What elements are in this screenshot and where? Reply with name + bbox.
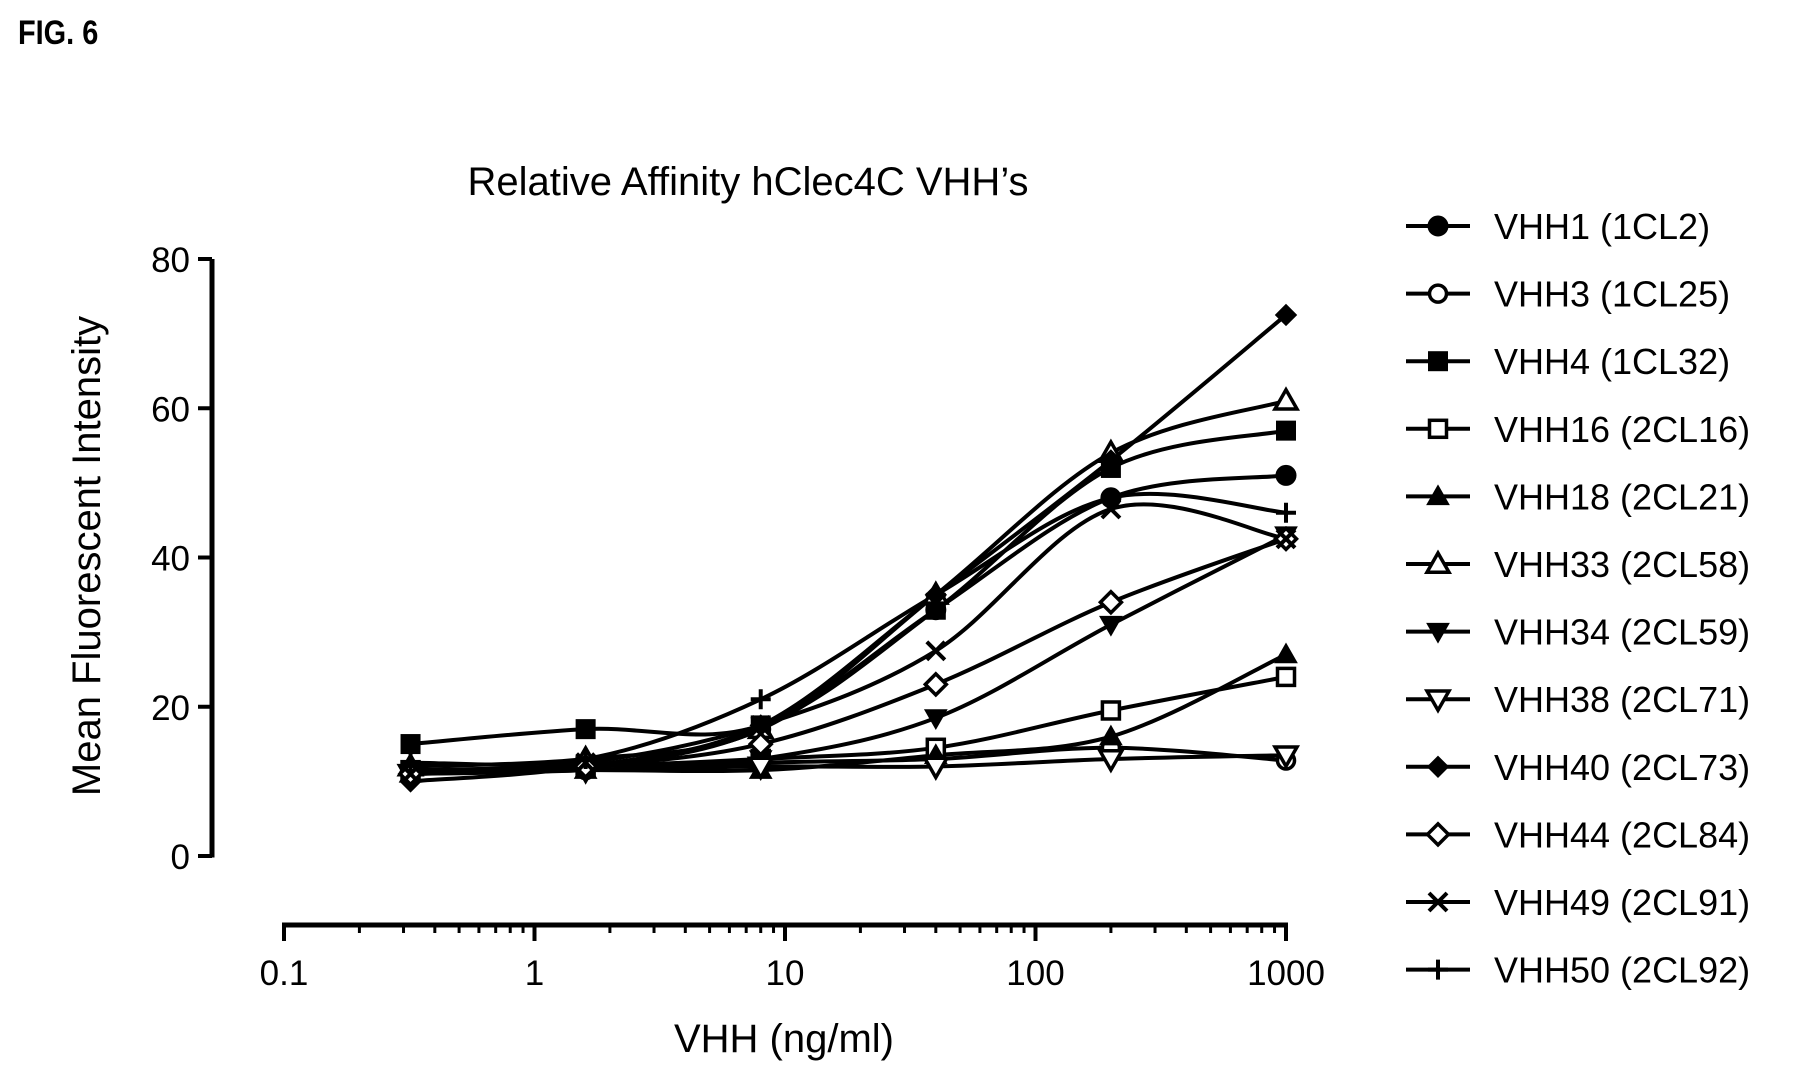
data-point [750, 714, 772, 736]
data-point [750, 689, 771, 710]
legend-marker [1426, 484, 1450, 506]
data-point [1276, 502, 1296, 523]
legend-marker [1423, 689, 1453, 714]
data-point [1099, 724, 1123, 746]
data-point [1271, 386, 1301, 411]
data-point [1100, 498, 1122, 520]
data-point [923, 709, 948, 730]
legend-marker [1427, 283, 1449, 304]
legend-item: VHH16 (2CL16) [1406, 409, 1750, 450]
y-tick-label: 60 [151, 390, 190, 429]
data-point [1096, 748, 1125, 774]
legend-marker [1428, 959, 1448, 980]
series-line [410, 533, 1287, 776]
data-point [400, 752, 421, 773]
legend-label: VHH40 (2CL73) [1494, 747, 1750, 788]
x-axis-label: VHH (ng/ml) [674, 1017, 894, 1061]
legend-item: VHH50 (2CL92) [1406, 950, 1750, 991]
legend-label: VHH44 (2CL84) [1494, 814, 1750, 855]
y-tick-label: 40 [151, 540, 190, 579]
data-point [1097, 589, 1124, 616]
legend-marker [1426, 622, 1450, 644]
data-point [1271, 745, 1301, 770]
series-line [410, 313, 1288, 784]
data-point [1275, 528, 1297, 550]
data-point [1099, 449, 1123, 472]
legend-item: VHH34 (2CL59) [1406, 612, 1750, 653]
plot-area [396, 303, 1301, 793]
legend-item: VHH38 (2CL71) [1406, 679, 1750, 720]
data-point [1275, 666, 1297, 688]
y-tick-label: 20 [151, 689, 190, 728]
data-point [400, 734, 421, 755]
data-point [1276, 420, 1296, 441]
y-tick-label: 0 [171, 838, 190, 877]
legend-label: VHH4 (1CL32) [1494, 341, 1730, 382]
x-tick-label: 10 [766, 954, 805, 993]
legend-marker [1428, 351, 1448, 372]
data-point [925, 584, 946, 605]
x-tick-label: 1 [525, 954, 544, 993]
y-tick-label: 80 [151, 241, 190, 280]
legend-label: VHH33 (2CL58) [1494, 544, 1750, 585]
data-point [1274, 303, 1298, 327]
series-line [410, 536, 1287, 776]
figure-label: FIG. 6 [18, 14, 99, 52]
legend-item: VHH18 (2CL21) [1406, 476, 1750, 517]
axes: 0 20 40 60 80 0.1 1 10 100 1000 [151, 241, 1325, 993]
legend-marker [1427, 891, 1449, 913]
series-line [410, 473, 1287, 773]
series-line [410, 502, 1287, 776]
legend-item: VHH40 (2CL73) [1406, 747, 1750, 788]
legend-label: VHH38 (2CL71) [1494, 679, 1750, 720]
legend-item: VHH49 (2CL91) [1406, 882, 1750, 923]
legend-label: VHH34 (2CL59) [1494, 612, 1750, 653]
x-tick-label: 0.1 [260, 954, 309, 993]
data-point [400, 763, 421, 785]
data-point [575, 719, 596, 740]
series-line [410, 428, 1287, 747]
data-point [1274, 642, 1298, 664]
legend-marker [1425, 821, 1451, 848]
data-point [1099, 615, 1123, 637]
chart-title: Relative Affinity hClec4C VHH’s [468, 160, 1029, 204]
legend: VHH1 (1CL2) VHH3 (1CL25) VHH4 (1CL32) VHH16… [1406, 206, 1750, 991]
legend-item: VHH1 (1CL2) [1406, 206, 1710, 247]
legend-label: VHH1 (1CL2) [1494, 206, 1710, 247]
x-tick-label: 100 [1006, 954, 1064, 993]
legend-marker [1427, 418, 1449, 440]
legend-marker [1423, 549, 1453, 574]
data-point [1100, 487, 1121, 508]
legend-marker [1426, 755, 1450, 779]
legend-label: VHH16 (2CL16) [1494, 409, 1750, 450]
legend-label: VHH18 (2CL21) [1494, 476, 1750, 517]
legend-marker [1427, 215, 1449, 237]
x-tick-label: 1000 [1247, 954, 1325, 993]
legend-item: VHH33 (2CL58) [1406, 544, 1750, 585]
data-point [575, 748, 596, 769]
data-point [746, 756, 775, 781]
data-point [747, 731, 774, 758]
legend-label: VHH49 (2CL91) [1494, 882, 1750, 923]
legend-item: VHH44 (2CL84) [1406, 814, 1750, 855]
data-point [925, 640, 947, 662]
y-axis-label: Mean Fluorescent Intensity [65, 316, 109, 796]
data-point [1275, 464, 1297, 486]
data-point [921, 756, 950, 781]
data-point [922, 671, 949, 698]
legend-item: VHH4 (1CL32) [1406, 341, 1730, 382]
series-line [410, 491, 1287, 767]
data-point [1100, 700, 1122, 721]
legend-label: VHH50 (2CL92) [1494, 950, 1750, 991]
legend-item: VHH3 (1CL25) [1406, 274, 1730, 315]
legend-label: VHH3 (1CL25) [1494, 274, 1730, 315]
